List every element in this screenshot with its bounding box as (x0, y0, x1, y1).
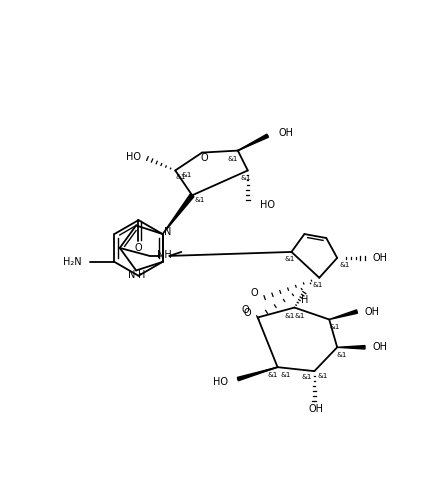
Text: O: O (251, 288, 258, 298)
Text: H: H (138, 270, 145, 280)
Text: &1: &1 (337, 352, 347, 358)
Text: NH: NH (157, 250, 172, 260)
Text: &1: &1 (317, 373, 328, 379)
Text: &1: &1 (195, 197, 205, 203)
Text: &1: &1 (267, 372, 278, 378)
Text: HO: HO (260, 200, 275, 210)
Polygon shape (237, 367, 278, 381)
Text: &1: &1 (182, 173, 193, 178)
Text: O: O (242, 305, 249, 315)
Text: OH: OH (373, 253, 388, 263)
Text: &1: &1 (228, 156, 238, 161)
Text: HO: HO (127, 151, 142, 161)
Text: OH: OH (373, 342, 388, 352)
Text: H: H (301, 295, 308, 305)
Polygon shape (329, 310, 357, 320)
Text: &1: &1 (301, 374, 312, 380)
Text: &1: &1 (294, 312, 305, 319)
Text: &1: &1 (241, 175, 251, 181)
Text: OH: OH (278, 128, 294, 138)
Text: O: O (244, 308, 252, 318)
Text: &1: &1 (280, 372, 291, 378)
Text: &1: &1 (340, 262, 350, 268)
Text: &1: &1 (329, 324, 340, 331)
Text: N: N (128, 270, 135, 280)
Text: &1: &1 (284, 256, 295, 262)
Text: &1: &1 (312, 281, 323, 288)
Polygon shape (337, 346, 365, 349)
Text: H₂N: H₂N (63, 257, 82, 267)
Polygon shape (238, 134, 269, 150)
Text: O: O (200, 152, 208, 162)
Text: &1: &1 (284, 312, 295, 319)
Polygon shape (163, 194, 194, 234)
Text: N: N (164, 227, 171, 237)
Text: O: O (135, 243, 142, 253)
Text: OH: OH (309, 404, 324, 414)
Text: &1: &1 (175, 174, 185, 180)
Text: OH: OH (365, 307, 380, 317)
Text: HO: HO (213, 377, 228, 387)
